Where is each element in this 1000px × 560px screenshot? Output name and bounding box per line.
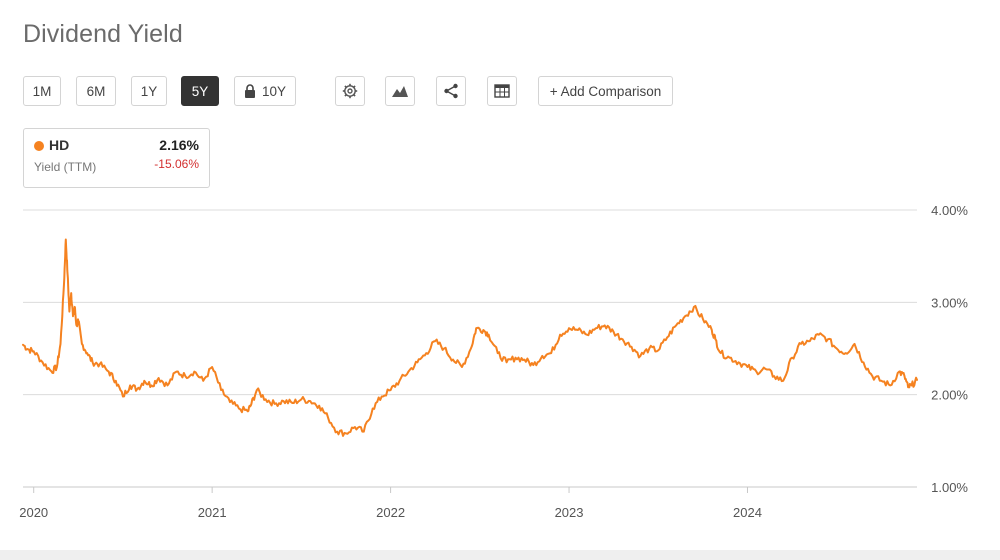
x-tick-label: 2021 <box>198 505 227 520</box>
series-line-hd <box>22 238 918 437</box>
y-tick-label: 4.00% <box>931 203 968 218</box>
settings-button[interactable] <box>335 76 365 106</box>
range-1m-label: 1M <box>32 83 52 99</box>
page-title: Dividend Yield <box>23 20 183 48</box>
y-tick-label: 1.00% <box>931 480 968 495</box>
dividend-yield-chart[interactable]: 1.00% 2.00% 3.00% 4.00% 2020 2021 2022 2023 2024 <box>0 190 1000 525</box>
share-icon <box>443 83 459 99</box>
table-view-button[interactable] <box>487 76 517 106</box>
gear-icon <box>342 83 358 99</box>
x-tick-label: 2024 <box>733 505 762 520</box>
add-comparison-label: + Add Comparison <box>549 83 662 99</box>
legend-metric: Yield (TTM) <box>34 160 97 174</box>
range-5y-label: 5Y <box>191 83 209 99</box>
table-icon <box>494 84 510 98</box>
x-tick-label: 2022 <box>376 505 405 520</box>
y-tick-label: 2.00% <box>931 388 968 403</box>
range-6m-label: 6M <box>86 83 106 99</box>
add-comparison-button[interactable]: + Add Comparison <box>538 76 673 106</box>
lock-icon <box>244 84 256 98</box>
series-color-dot <box>34 141 44 151</box>
range-1y-button[interactable]: 1Y <box>131 76 167 106</box>
range-1m-button[interactable]: 1M <box>23 76 61 106</box>
x-tick-label: 2023 <box>555 505 584 520</box>
y-tick-label: 3.00% <box>931 295 968 310</box>
chart-type-button[interactable] <box>385 76 415 106</box>
range-6m-button[interactable]: 6M <box>76 76 116 106</box>
legend-value: 2.16% <box>159 137 199 153</box>
range-10y-label: 10Y <box>261 83 287 99</box>
range-1y-label: 1Y <box>140 83 158 99</box>
legend-change: -15.06% <box>154 157 199 171</box>
legend-symbol: HD <box>49 137 70 153</box>
range-5y-button[interactable]: 5Y <box>181 76 219 106</box>
range-10y-button[interactable]: 10Y <box>234 76 296 106</box>
share-button[interactable] <box>436 76 466 106</box>
bottom-strip <box>0 550 1000 560</box>
legend-card: HD 2.16% Yield (TTM) -15.06% <box>23 128 210 188</box>
x-tick-label: 2020 <box>19 505 48 520</box>
mountain-chart-icon <box>391 84 409 98</box>
